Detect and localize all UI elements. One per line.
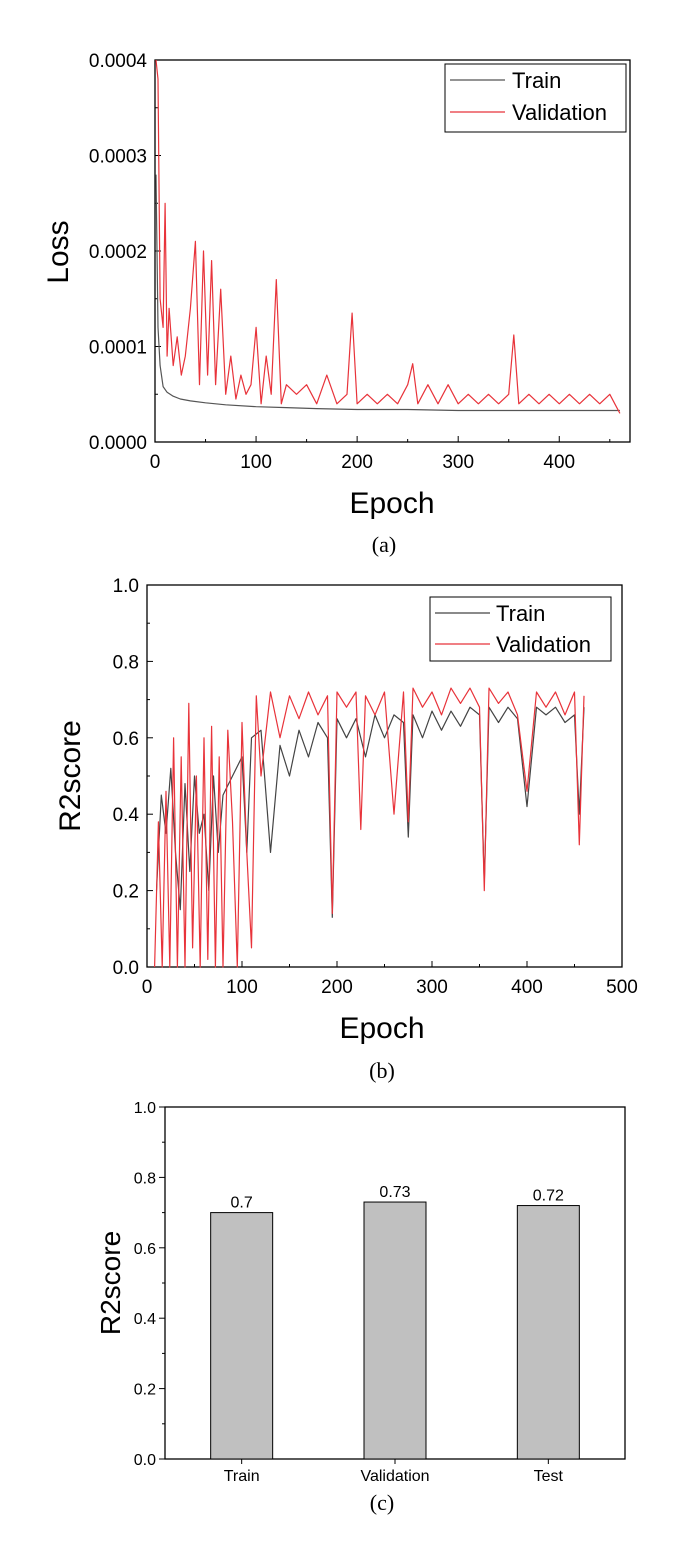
- series-line-train-a: [155, 174, 620, 412]
- y-tick-label-b: 1.0: [113, 576, 139, 597]
- bar-train: [210, 1212, 274, 1460]
- x-axis-title-a: Epoch: [349, 487, 434, 520]
- panel-c: 0.0 0.2 0.4 0.6 0.8 1.0 Train Validation Test 0.…: [95, 1100, 626, 1515]
- panel-b: 0.0 0.2 0.4 0.6 0.8 1.0 0 100 200 300 400 500 R2sco…: [54, 576, 638, 1083]
- legend-box-b: [429, 596, 612, 662]
- legend-label-train-b: Train: [496, 601, 545, 626]
- y-axis-title-c: R2score: [95, 1231, 126, 1335]
- x-tick-label-b: 500: [606, 977, 638, 998]
- x-tick-label-a: 0: [150, 452, 161, 473]
- x-tick-label-c: Test: [534, 1468, 564, 1485]
- x-tick-label-a: 200: [341, 452, 373, 473]
- bars-group-c: 0.7 0.73 0.72: [210, 1184, 580, 1460]
- series-group-a: [155, 59, 621, 414]
- bar-value-label: 0.7: [231, 1195, 253, 1212]
- y-tick-label-a: 0.0000: [89, 433, 147, 454]
- panel-label-c: (c): [370, 1490, 394, 1515]
- y-tick-label-c: 0.0: [134, 1452, 156, 1469]
- x-tick-label-b: 300: [416, 977, 448, 998]
- bar-value-label: 0.73: [379, 1184, 410, 1201]
- y-tick-label-b: 0.4: [113, 805, 140, 826]
- bar-test: [516, 1205, 580, 1460]
- y-tick-label-c: 1.0: [134, 1100, 156, 1117]
- y-tick-label-a: 0.0002: [89, 242, 147, 263]
- x-tick-label-a: 400: [543, 452, 575, 473]
- x-axis-title-b: Epoch: [339, 1012, 424, 1045]
- series-line-validation-a: [155, 59, 621, 414]
- x-tick-label-c: Train: [224, 1468, 260, 1485]
- y-tick-label-b: 0.6: [113, 729, 139, 750]
- y-tick-label-b: 0.2: [113, 882, 139, 903]
- panel-label-b: (b): [369, 1058, 395, 1083]
- y-tick-label-a: 0.0004: [89, 51, 148, 72]
- x-tick-label-b: 200: [321, 977, 353, 998]
- axis-ticks-b: 0.0 0.2 0.4 0.6 0.8 1.0 0 100 200 300 400 500: [113, 576, 638, 998]
- axis-ticks-a: 0.0000 0.0001 0.0002 0.0003 0.0004 0 100 200 300…: [89, 51, 611, 473]
- x-tick-label-a: 100: [240, 452, 272, 473]
- y-tick-label-c: 0.8: [134, 1170, 156, 1187]
- y-tick-label-c: 0.4: [134, 1311, 156, 1328]
- y-tick-label-c: 0.6: [134, 1241, 156, 1258]
- x-tick-label-a: 300: [442, 452, 474, 473]
- legend-a: Train Validation: [444, 63, 627, 133]
- series-line-train-b: [155, 706, 585, 918]
- panel-label-a: (a): [372, 532, 396, 557]
- x-tick-label-c: Validation: [360, 1468, 429, 1485]
- legend-label-train-a: Train: [512, 68, 561, 93]
- panel-a: 0.0000 0.0001 0.0002 0.0003 0.0004 0 100 200 300…: [42, 51, 631, 557]
- x-tick-label-b: 100: [226, 977, 258, 998]
- y-tick-label-a: 0.0003: [89, 147, 147, 168]
- series-line-validation-b: [154, 687, 585, 968]
- y-axis-title-a: Loss: [42, 220, 75, 283]
- series-group-b: [154, 687, 585, 968]
- bar-value-label: 0.72: [533, 1188, 564, 1205]
- legend-box-a: [444, 63, 627, 133]
- y-tick-label-c: 0.2: [134, 1382, 156, 1399]
- legend-label-validation-b: Validation: [496, 632, 591, 657]
- y-tick-label-b: 0.0: [113, 958, 139, 979]
- y-axis-title-b: R2score: [54, 720, 87, 832]
- legend-b: Train Validation: [429, 596, 612, 662]
- x-tick-label-b: 0: [142, 977, 153, 998]
- y-tick-label-a: 0.0001: [89, 338, 147, 359]
- legend-label-validation-a: Validation: [512, 100, 607, 125]
- axis-ticks-c: 0.0 0.2 0.4 0.6 0.8 1.0 Train Validation Test: [134, 1100, 564, 1485]
- x-tick-label-b: 400: [511, 977, 543, 998]
- bar-validation: [363, 1201, 427, 1460]
- y-tick-label-b: 0.8: [113, 652, 139, 673]
